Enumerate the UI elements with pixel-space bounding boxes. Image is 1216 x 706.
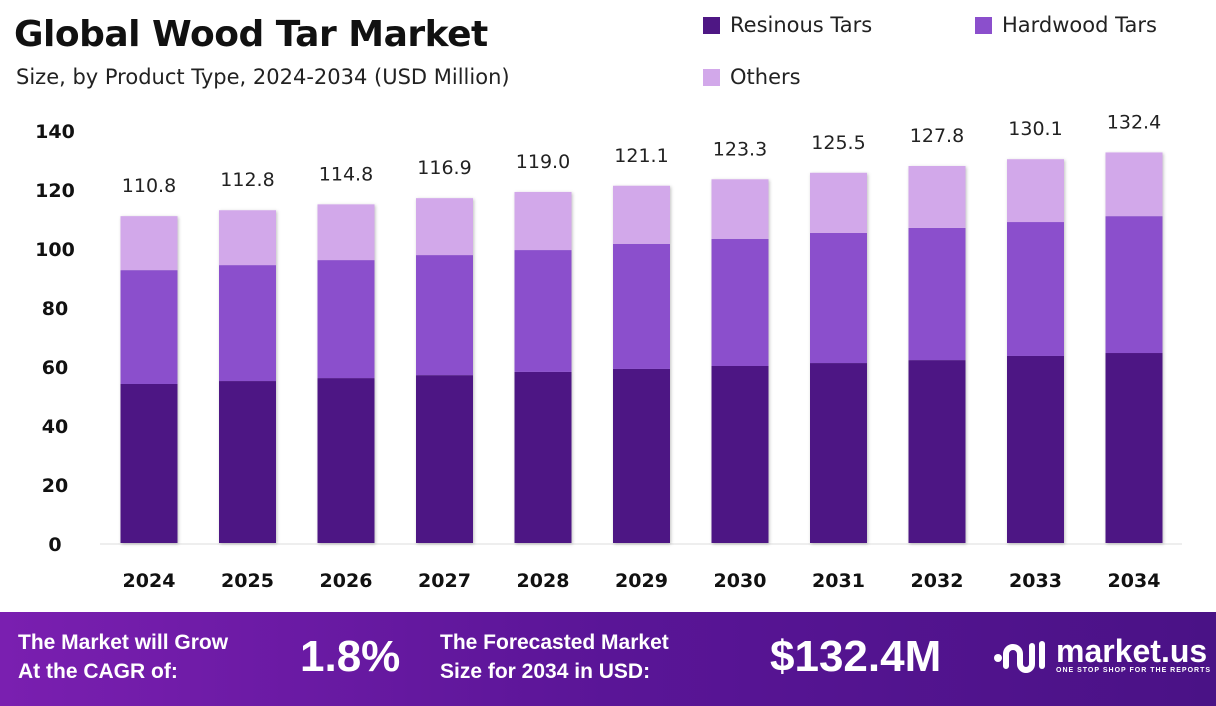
y-tick-label: 0 <box>48 534 61 556</box>
bar-stack-2029 <box>613 185 670 543</box>
cagr-label-line1: The Market will Grow <box>18 631 229 654</box>
bar-segment-resinous-tars <box>120 383 178 543</box>
cagr-label: The Market will Grow At the CAGR of: <box>18 628 228 686</box>
logo-mark-icon <box>994 641 1045 673</box>
bar-segment-hardwood-tars <box>1105 216 1163 354</box>
y-tick-label: 80 <box>42 298 68 320</box>
y-tick-label: 20 <box>42 475 68 497</box>
bar-segment-others <box>1007 159 1064 223</box>
bar-segment-others <box>810 172 867 233</box>
footer-banner: The Market will Grow At the CAGR of: 1.8… <box>0 612 1216 706</box>
x-tick-label: 2034 <box>1108 570 1161 592</box>
total-data-label: 127.8 <box>910 125 964 147</box>
total-data-label: 125.5 <box>811 132 865 154</box>
y-tick-label: 40 <box>42 416 68 438</box>
bar-stack-2028 <box>514 191 572 543</box>
x-tick-label: 2031 <box>812 570 865 592</box>
legend-label: Others <box>730 65 801 89</box>
bar-segment-resinous-tars <box>416 375 473 543</box>
bar-segment-others <box>416 198 473 256</box>
bar-segment-others <box>120 216 178 271</box>
bar-segment-others <box>613 185 670 244</box>
stacked-bar-chart: 0 20 40 60 80 100 120 140 110.8 2024 112.8 2025 114.… <box>35 111 1182 592</box>
bar-segment-hardwood-tars <box>219 265 276 382</box>
bar-segment-resinous-tars <box>1105 353 1163 543</box>
legend-swatch <box>975 16 992 34</box>
bar-stack-2034 <box>1105 152 1163 543</box>
legend-label: Hardwood Tars <box>1002 13 1157 37</box>
logo-tagline: ONE STOP SHOP FOR THE REPORTS <box>1056 666 1212 674</box>
forecast-label-line1: The Forecasted Market <box>440 631 669 654</box>
y-tick-label: 60 <box>42 357 68 379</box>
y-tick-label: 140 <box>35 121 75 143</box>
bar-stack-2032 <box>908 165 966 543</box>
legend-hardwood-tars: Hardwood Tars <box>975 13 1157 37</box>
bar-stack-2033 <box>1007 159 1064 543</box>
total-data-label: 119.0 <box>516 151 570 173</box>
x-tick-label: 2032 <box>911 570 964 592</box>
total-data-label: 130.1 <box>1008 118 1062 140</box>
x-tick-label: 2028 <box>517 570 570 592</box>
x-tick-label: 2026 <box>320 570 373 592</box>
bar-segment-others <box>1105 152 1163 217</box>
bar-segment-resinous-tars <box>317 378 375 543</box>
cagr-label-line2: At the CAGR of: <box>18 660 178 683</box>
x-tick-label: 2030 <box>714 570 767 592</box>
bar-segment-hardwood-tars <box>613 243 670 369</box>
logo-name: market.us <box>1056 632 1208 669</box>
bar-segment-resinous-tars <box>810 363 867 543</box>
bar-segment-hardwood-tars <box>1007 222 1064 356</box>
bar-segment-others <box>711 179 769 239</box>
forecast-value: $132.4M <box>770 632 942 681</box>
bar-stack-2024 <box>120 216 178 543</box>
total-data-label: 116.9 <box>417 157 471 179</box>
bar-segment-others <box>317 204 375 261</box>
bar-segment-resinous-tars <box>908 360 966 543</box>
bar-segment-others <box>908 165 966 228</box>
legend-label: Resinous Tars <box>730 13 873 37</box>
legend-others: Others <box>703 65 801 89</box>
x-tick-label: 2033 <box>1009 570 1062 592</box>
legend-resinous-tars: Resinous Tars <box>703 13 872 37</box>
bar-segment-resinous-tars <box>514 371 572 543</box>
legend-swatch <box>703 68 720 86</box>
x-tick-label: 2029 <box>615 570 668 592</box>
total-data-label: 121.1 <box>614 145 668 167</box>
chart-subtitle: Size, by Product Type, 2024-2034 (USD Mi… <box>16 65 510 89</box>
bar-segment-hardwood-tars <box>416 255 473 376</box>
bar-segment-hardwood-tars <box>317 260 375 379</box>
total-data-label: 114.8 <box>319 163 373 185</box>
forecast-label-line2: Size for 2034 in USD: <box>440 660 651 683</box>
bar-segment-resinous-tars <box>711 366 769 543</box>
bar-segment-others <box>219 210 276 266</box>
total-data-label: 132.4 <box>1107 111 1161 133</box>
bar-segment-hardwood-tars <box>908 227 966 361</box>
bar-segment-resinous-tars <box>1007 355 1064 543</box>
bar-stack-2027 <box>416 198 473 543</box>
x-tick-label: 2025 <box>221 570 274 592</box>
market-us-logo: market.us ONE STOP SHOP FOR THE REPORTS <box>992 634 1211 674</box>
total-data-label: 110.8 <box>122 175 176 197</box>
bar-segment-hardwood-tars <box>514 250 572 372</box>
bar-segment-hardwood-tars <box>810 232 867 364</box>
bar-stack-2026 <box>317 204 375 543</box>
total-data-label: 123.3 <box>713 138 767 160</box>
cagr-value: 1.8% <box>300 632 401 681</box>
forecast-label: The Forecasted Market Size for 2034 in U… <box>440 628 669 686</box>
bar-stack-2030 <box>711 179 769 543</box>
bar-stack-2031 <box>810 172 867 543</box>
total-data-label: 112.8 <box>220 169 274 191</box>
bar-segment-resinous-tars <box>613 368 670 543</box>
y-tick-label: 120 <box>35 180 75 202</box>
legend-swatch <box>703 16 720 34</box>
x-tick-label: 2027 <box>418 570 471 592</box>
bar-segment-resinous-tars <box>219 381 276 543</box>
x-tick-label: 2024 <box>123 570 176 592</box>
bar-stack-2025 <box>219 210 276 543</box>
bar-segment-hardwood-tars <box>120 270 178 384</box>
chart-title: Global Wood Tar Market <box>14 14 488 55</box>
y-tick-label: 100 <box>35 239 75 261</box>
bar-segment-hardwood-tars <box>711 238 769 366</box>
bar-segment-others <box>514 191 572 251</box>
